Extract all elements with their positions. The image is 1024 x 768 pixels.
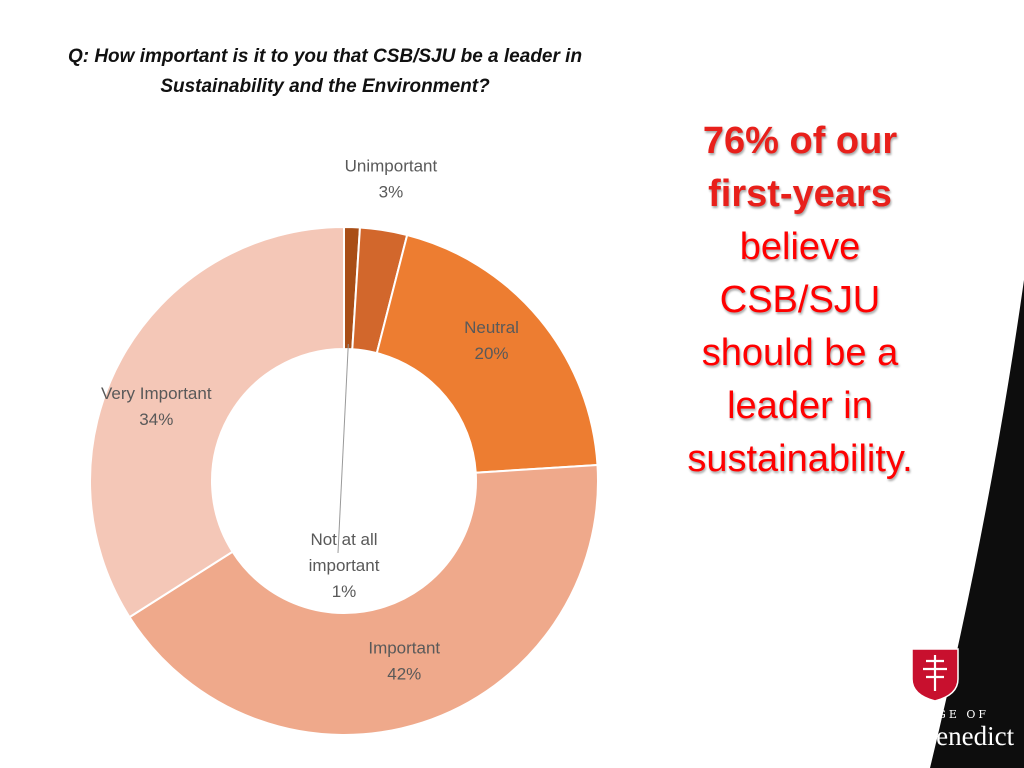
callout-line-5: should be a <box>701 332 899 374</box>
percent-label: 34% <box>139 410 173 429</box>
category-label: Very Important <box>101 384 212 403</box>
slice-neutral <box>375 233 599 474</box>
data-label-unimportant: Unimportant 3% <box>345 157 438 202</box>
category-label: Not at all <box>310 530 377 549</box>
logo-college-of: COLLEGE OF <box>881 708 990 721</box>
percent-label: 3% <box>379 183 404 202</box>
callout-line-3: believe <box>739 226 861 268</box>
callout-line-2: first-years <box>708 173 892 215</box>
data-label-neutral: Neutral 20% <box>464 318 519 363</box>
data-label-very-important: Very Important 34% <box>101 384 212 429</box>
callout-line-4: CSB/SJU <box>719 279 881 321</box>
data-label-not-at-all-important: Not at all important 1% <box>309 530 380 601</box>
category-label: Unimportant <box>345 157 438 176</box>
donut-chart: Not at all important 1% Unimportant 3% Neutra… <box>89 157 599 736</box>
black-corner-swoosh <box>930 280 1024 768</box>
callout-line-1: 76% of our <box>702 120 898 162</box>
callout-line-7: sustainability. <box>687 438 913 480</box>
slice-very-important <box>89 225 345 619</box>
callout-line-6: leader in <box>727 385 873 427</box>
category-label: Neutral <box>464 318 519 337</box>
percent-label: 42% <box>387 664 421 683</box>
category-label: important <box>309 556 380 575</box>
percent-label: 20% <box>475 344 509 363</box>
college-logo: COLLEGE OF Saint Benedict <box>850 645 1020 755</box>
slice-important <box>128 463 599 736</box>
category-label: Important <box>368 638 440 657</box>
logo-saint-benedict: Saint Benedict <box>855 721 1015 751</box>
question-text: Q: How important is it to you that CSB/S… <box>67 46 583 97</box>
data-label-important: Important 42% <box>368 638 440 683</box>
callout-text: 76% of our first-years believe CSB/SJU s… <box>660 115 940 486</box>
percent-label: 1% <box>332 582 357 601</box>
leader-line <box>337 344 349 554</box>
shield-icon <box>911 648 959 702</box>
